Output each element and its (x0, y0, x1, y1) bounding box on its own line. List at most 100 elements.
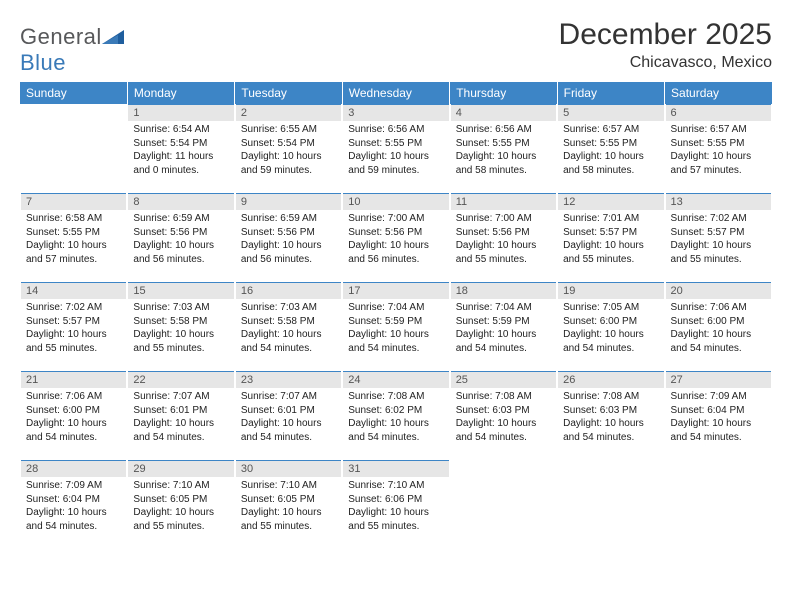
calendar-cell (450, 453, 557, 535)
day-number: 23 (236, 371, 341, 388)
day-data: Sunrise: 7:06 AMSunset: 6:00 PMDaylight:… (666, 299, 771, 357)
logo-word1: General (20, 24, 102, 49)
weekday-header: Monday (127, 82, 234, 104)
day-data: Sunrise: 7:04 AMSunset: 5:59 PMDaylight:… (343, 299, 448, 357)
calendar-week-row: 14Sunrise: 7:02 AMSunset: 5:57 PMDayligh… (20, 275, 772, 364)
day-data: Sunrise: 6:57 AMSunset: 5:55 PMDaylight:… (558, 121, 663, 179)
day-data: Sunrise: 7:09 AMSunset: 6:04 PMDaylight:… (666, 388, 771, 446)
day-data: Sunrise: 6:59 AMSunset: 5:56 PMDaylight:… (236, 210, 341, 268)
day-number: 16 (236, 282, 341, 299)
day-number: 7 (21, 193, 126, 210)
day-data: Sunrise: 7:02 AMSunset: 5:57 PMDaylight:… (21, 299, 126, 357)
calendar-page: GeneralBlue December 2025 Chicavasco, Me… (0, 0, 792, 545)
day-data: Sunrise: 6:57 AMSunset: 5:55 PMDaylight:… (666, 121, 771, 179)
day-data: Sunrise: 7:01 AMSunset: 5:57 PMDaylight:… (558, 210, 663, 268)
calendar-cell: 6Sunrise: 6:57 AMSunset: 5:55 PMDaylight… (665, 104, 772, 186)
day-number: 24 (343, 371, 448, 388)
location: Chicavasco, Mexico (559, 54, 772, 72)
day-number: 8 (128, 193, 233, 210)
calendar-body: 1Sunrise: 6:54 AMSunset: 5:54 PMDaylight… (20, 104, 772, 535)
calendar-cell (665, 453, 772, 535)
calendar-cell: 14Sunrise: 7:02 AMSunset: 5:57 PMDayligh… (20, 275, 127, 364)
logo: GeneralBlue (20, 18, 124, 76)
day-number: 4 (451, 104, 556, 121)
calendar-cell: 2Sunrise: 6:55 AMSunset: 5:54 PMDaylight… (235, 104, 342, 186)
weekday-header: Wednesday (342, 82, 449, 104)
day-data: Sunrise: 7:07 AMSunset: 6:01 PMDaylight:… (236, 388, 341, 446)
day-number: 21 (21, 371, 126, 388)
day-data: Sunrise: 7:00 AMSunset: 5:56 PMDaylight:… (451, 210, 556, 268)
day-data: Sunrise: 6:55 AMSunset: 5:54 PMDaylight:… (236, 121, 341, 179)
day-number: 25 (451, 371, 556, 388)
calendar-cell: 30Sunrise: 7:10 AMSunset: 6:05 PMDayligh… (235, 453, 342, 535)
calendar-week-row: 28Sunrise: 7:09 AMSunset: 6:04 PMDayligh… (20, 453, 772, 535)
calendar-cell: 28Sunrise: 7:09 AMSunset: 6:04 PMDayligh… (20, 453, 127, 535)
day-data: Sunrise: 7:08 AMSunset: 6:03 PMDaylight:… (451, 388, 556, 446)
day-data: Sunrise: 6:54 AMSunset: 5:54 PMDaylight:… (128, 121, 233, 179)
calendar-week-row: 21Sunrise: 7:06 AMSunset: 6:00 PMDayligh… (20, 364, 772, 453)
logo-triangle-icon (102, 24, 124, 50)
day-number: 9 (236, 193, 341, 210)
weekday-header: Thursday (450, 82, 557, 104)
calendar-cell: 27Sunrise: 7:09 AMSunset: 6:04 PMDayligh… (665, 364, 772, 453)
day-data: Sunrise: 7:10 AMSunset: 6:05 PMDaylight:… (128, 477, 233, 535)
calendar-cell: 17Sunrise: 7:04 AMSunset: 5:59 PMDayligh… (342, 275, 449, 364)
day-number: 22 (128, 371, 233, 388)
day-number: 1 (128, 104, 233, 121)
calendar-cell: 11Sunrise: 7:00 AMSunset: 5:56 PMDayligh… (450, 186, 557, 275)
day-number: 15 (128, 282, 233, 299)
day-data: Sunrise: 6:59 AMSunset: 5:56 PMDaylight:… (128, 210, 233, 268)
day-data: Sunrise: 6:56 AMSunset: 5:55 PMDaylight:… (343, 121, 448, 179)
calendar-cell: 9Sunrise: 6:59 AMSunset: 5:56 PMDaylight… (235, 186, 342, 275)
day-data: Sunrise: 7:03 AMSunset: 5:58 PMDaylight:… (128, 299, 233, 357)
day-number: 31 (343, 460, 448, 477)
calendar-cell: 19Sunrise: 7:05 AMSunset: 6:00 PMDayligh… (557, 275, 664, 364)
calendar-cell: 7Sunrise: 6:58 AMSunset: 5:55 PMDaylight… (20, 186, 127, 275)
day-number: 19 (558, 282, 663, 299)
calendar-cell: 24Sunrise: 7:08 AMSunset: 6:02 PMDayligh… (342, 364, 449, 453)
day-number: 6 (666, 104, 771, 121)
calendar-week-row: 7Sunrise: 6:58 AMSunset: 5:55 PMDaylight… (20, 186, 772, 275)
calendar-cell: 16Sunrise: 7:03 AMSunset: 5:58 PMDayligh… (235, 275, 342, 364)
title-block: December 2025 Chicavasco, Mexico (559, 18, 772, 72)
weekday-header: Sunday (20, 82, 127, 104)
weekday-header: Friday (557, 82, 664, 104)
calendar-cell: 15Sunrise: 7:03 AMSunset: 5:58 PMDayligh… (127, 275, 234, 364)
calendar-cell: 5Sunrise: 6:57 AMSunset: 5:55 PMDaylight… (557, 104, 664, 186)
day-number: 27 (666, 371, 771, 388)
header: GeneralBlue December 2025 Chicavasco, Me… (20, 18, 772, 76)
calendar-cell: 22Sunrise: 7:07 AMSunset: 6:01 PMDayligh… (127, 364, 234, 453)
day-number: 26 (558, 371, 663, 388)
calendar-table: SundayMondayTuesdayWednesdayThursdayFrid… (20, 82, 772, 535)
calendar-cell: 23Sunrise: 7:07 AMSunset: 6:01 PMDayligh… (235, 364, 342, 453)
day-number: 2 (236, 104, 341, 121)
day-data: Sunrise: 7:08 AMSunset: 6:02 PMDaylight:… (343, 388, 448, 446)
day-number: 10 (343, 193, 448, 210)
calendar-cell: 8Sunrise: 6:59 AMSunset: 5:56 PMDaylight… (127, 186, 234, 275)
day-number: 29 (128, 460, 233, 477)
day-data: Sunrise: 7:04 AMSunset: 5:59 PMDaylight:… (451, 299, 556, 357)
logo-word2: Blue (20, 50, 66, 75)
day-number: 5 (558, 104, 663, 121)
calendar-cell: 1Sunrise: 6:54 AMSunset: 5:54 PMDaylight… (127, 104, 234, 186)
day-data: Sunrise: 7:09 AMSunset: 6:04 PMDaylight:… (21, 477, 126, 535)
day-data: Sunrise: 7:00 AMSunset: 5:56 PMDaylight:… (343, 210, 448, 268)
calendar-cell: 12Sunrise: 7:01 AMSunset: 5:57 PMDayligh… (557, 186, 664, 275)
day-number: 14 (21, 282, 126, 299)
calendar-cell: 26Sunrise: 7:08 AMSunset: 6:03 PMDayligh… (557, 364, 664, 453)
calendar-header-row: SundayMondayTuesdayWednesdayThursdayFrid… (20, 82, 772, 104)
calendar-week-row: 1Sunrise: 6:54 AMSunset: 5:54 PMDaylight… (20, 104, 772, 186)
day-data: Sunrise: 7:10 AMSunset: 6:06 PMDaylight:… (343, 477, 448, 535)
calendar-cell: 25Sunrise: 7:08 AMSunset: 6:03 PMDayligh… (450, 364, 557, 453)
day-number: 17 (343, 282, 448, 299)
day-data: Sunrise: 7:08 AMSunset: 6:03 PMDaylight:… (558, 388, 663, 446)
day-data: Sunrise: 6:58 AMSunset: 5:55 PMDaylight:… (21, 210, 126, 268)
day-number: 13 (666, 193, 771, 210)
calendar-cell: 18Sunrise: 7:04 AMSunset: 5:59 PMDayligh… (450, 275, 557, 364)
day-number: 12 (558, 193, 663, 210)
day-data: Sunrise: 7:06 AMSunset: 6:00 PMDaylight:… (21, 388, 126, 446)
calendar-cell: 3Sunrise: 6:56 AMSunset: 5:55 PMDaylight… (342, 104, 449, 186)
day-data: Sunrise: 7:05 AMSunset: 6:00 PMDaylight:… (558, 299, 663, 357)
day-number: 3 (343, 104, 448, 121)
calendar-cell: 13Sunrise: 7:02 AMSunset: 5:57 PMDayligh… (665, 186, 772, 275)
